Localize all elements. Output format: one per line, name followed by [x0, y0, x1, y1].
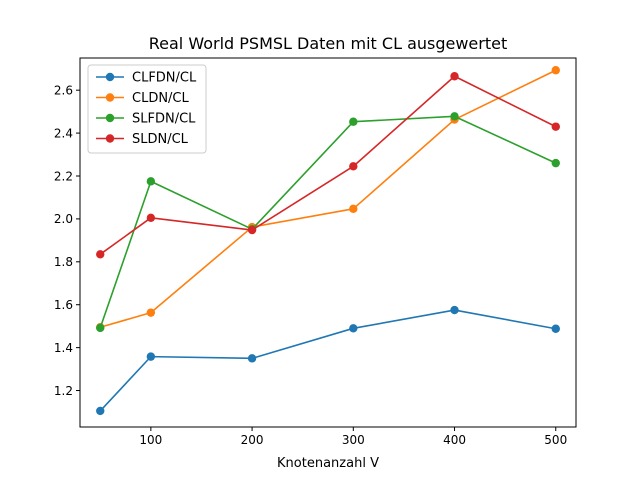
- series-line: [99, 75, 557, 255]
- legend-marker: [105, 93, 115, 102]
- data-point: [551, 66, 560, 75]
- data-point: [349, 324, 358, 333]
- x-tick-label: 100: [139, 433, 162, 447]
- y-tick-label: 1.4: [54, 341, 73, 355]
- y-tick-label: 2.4: [54, 126, 73, 140]
- data-point: [349, 117, 358, 126]
- x-axis-label: Knotenanzahl V: [277, 456, 379, 471]
- data-point: [247, 225, 257, 235]
- legend: CLFDN/CL CLDN/CL SLFDN/CL SLDN/CL: [87, 64, 207, 154]
- legend-item: CLFDN/CL: [96, 71, 197, 86]
- legend-label: CLDN/CL: [132, 91, 190, 106]
- series-line: [99, 309, 556, 412]
- data-point: [96, 323, 105, 333]
- data-point: [349, 162, 358, 171]
- y-tick-label: 1.2: [54, 384, 73, 398]
- legend-box: [87, 64, 207, 154]
- x-axis-ticks: 100 200 300 400 500: [139, 427, 567, 447]
- legend-marker: [105, 72, 115, 82]
- x-tick-label: 200: [241, 433, 264, 447]
- legend-label: SLDN/CL: [132, 132, 189, 147]
- y-axis-ticks: 1.2 1.4 1.6 1.8 2.0 2.2 2.4 2.6: [54, 83, 80, 398]
- legend-item: SLDN/CL: [96, 132, 189, 147]
- legend-label: SLFDN/CL: [132, 112, 196, 127]
- series-0: [96, 305, 560, 416]
- y-tick-label: 2.0: [54, 212, 73, 226]
- x-tick-label: 500: [544, 433, 567, 447]
- legend-item: CLDN/CL: [96, 91, 190, 106]
- data-point: [450, 112, 459, 121]
- x-tick-label: 300: [342, 433, 365, 447]
- y-tick-label: 2.6: [54, 83, 73, 97]
- x-tick-label: 400: [443, 433, 466, 447]
- legend-label: CLFDN/CL: [132, 71, 197, 86]
- data-point: [96, 406, 105, 416]
- series-line: [100, 69, 557, 329]
- data-point: [551, 324, 560, 333]
- y-tick-label: 1.8: [54, 255, 73, 269]
- data-point: [146, 177, 156, 186]
- legend-marker: [105, 134, 115, 143]
- data-point: [96, 250, 105, 259]
- data-point: [551, 158, 560, 168]
- y-tick-label: 2.2: [54, 169, 73, 183]
- data-point: [551, 122, 560, 131]
- legend-item: SLFDN/CL: [96, 112, 196, 127]
- series-layer: [96, 66, 560, 416]
- series-line: [99, 115, 557, 329]
- chart-title: Real World PSMSL Daten mit CL ausgewerte…: [149, 34, 508, 53]
- data-point: [450, 305, 459, 315]
- series-2: [96, 112, 560, 333]
- data-point: [146, 352, 156, 361]
- series-3: [96, 72, 560, 259]
- axes-frame: [79, 57, 577, 428]
- data-point: [146, 213, 156, 223]
- y-tick-label: 1.6: [54, 298, 73, 312]
- data-point: [349, 204, 358, 214]
- data-point: [247, 354, 257, 363]
- data-point: [450, 72, 459, 81]
- legend-marker: [105, 113, 115, 123]
- data-point: [146, 308, 156, 317]
